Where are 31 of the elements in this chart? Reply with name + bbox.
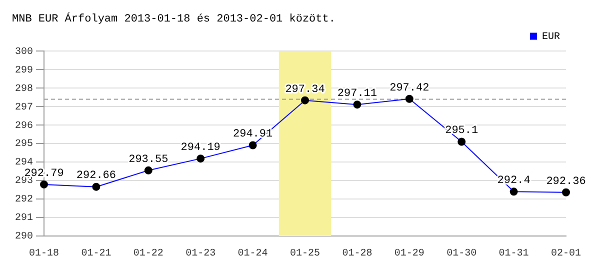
data-label: 297.34 [285,84,326,96]
x-tick-label: 01-18 [28,248,60,260]
data-label: 293.55 [128,154,168,166]
x-tick-label: 02-01 [550,248,582,260]
y-tick-label: 295 [14,139,34,150]
x-tick-label: 01-22 [133,248,164,260]
x-tick-label: 01-30 [446,248,477,260]
data-label: 292.66 [76,170,116,182]
x-tick-label: 01-24 [238,248,268,260]
x-tick-label: 01-23 [186,248,216,260]
y-tick-label: 296 [14,120,34,132]
data-label: 297.42 [390,82,430,94]
y-tick-label: 293 [14,176,34,188]
y-tick-label: 294 [14,158,34,169]
data-label: 294.19 [180,142,220,154]
x-tick-label: 01-21 [81,248,112,260]
y-tick-label: 291 [14,213,34,224]
x-tick-label: 01-29 [394,248,424,260]
y-tick-label: 298 [14,84,34,95]
y-tick-label: 297 [14,102,34,114]
legend-label: EUR [542,32,560,43]
x-tick-label: 01-28 [342,248,372,260]
chart-title: MNB EUR Árfolyam 2013-01-18 és 2013-02-01 között. [12,12,336,26]
y-tick-label: 290 [14,232,34,243]
data-label: 292.36 [546,176,586,188]
data-label: 297.11 [337,88,378,100]
x-tick-label: 01-25 [290,248,320,260]
y-tick-label: 300 [14,46,34,58]
y-tick-label: 299 [14,65,34,76]
x-tick-label: 01-31 [498,248,529,260]
y-tick-label: 292 [14,194,34,206]
